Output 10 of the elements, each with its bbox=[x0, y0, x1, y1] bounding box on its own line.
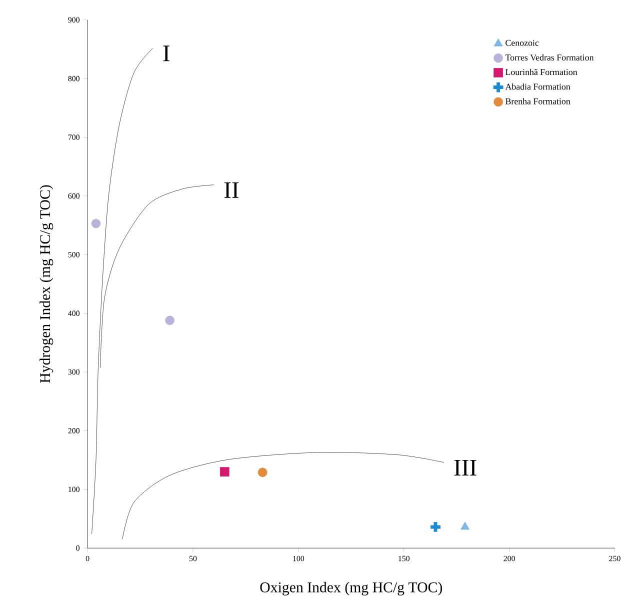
legend-label: Cenozoic bbox=[506, 40, 539, 46]
legend-label: Abadia Formation bbox=[505, 84, 570, 90]
legend-label: Brenha Formation bbox=[506, 98, 570, 104]
x-axis-title: Oxigen Index (mg HC/g TOC) bbox=[260, 582, 442, 596]
y-axis-title: Hydrogen Index (mg HC/g TOC) bbox=[40, 185, 54, 384]
annotation: III bbox=[454, 460, 476, 476]
legend-label: Torres Vedras Formation bbox=[505, 54, 594, 61]
annotation: I bbox=[163, 46, 170, 62]
legend-label: Lourinhã Formation bbox=[506, 68, 578, 76]
annotation: II bbox=[224, 182, 239, 198]
